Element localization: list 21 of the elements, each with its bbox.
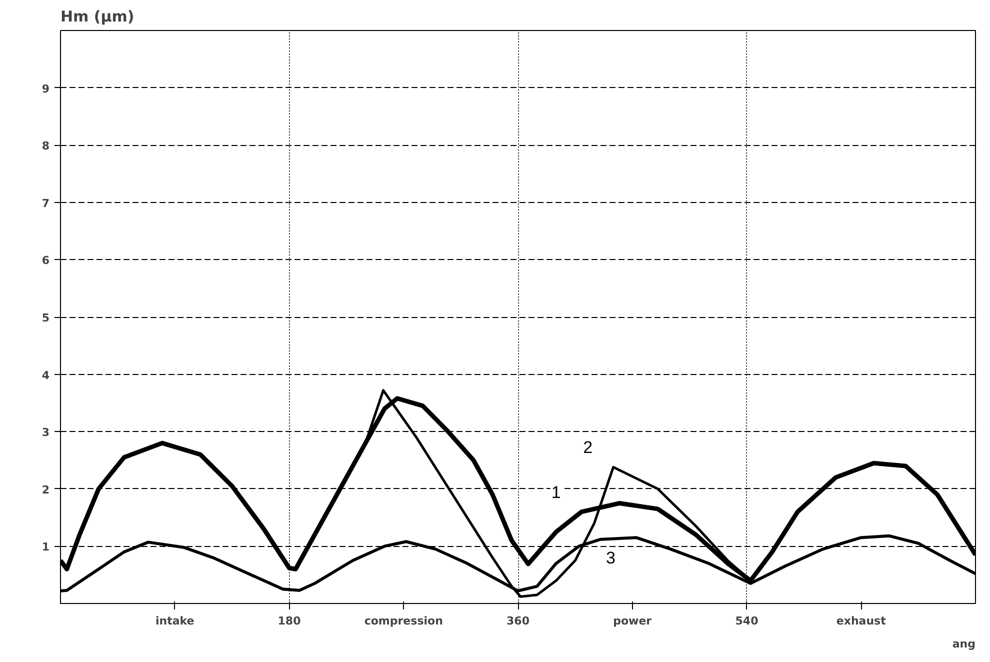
y-tick-label: 9 — [42, 82, 50, 96]
x-tick-label: power — [613, 614, 652, 628]
y-tick-label: 1 — [42, 540, 50, 554]
x-axis-title: ang — [952, 638, 976, 650]
series-label: 3 — [606, 548, 616, 568]
x-tick-label: 540 — [735, 614, 759, 628]
y-tick-label: 3 — [42, 426, 50, 440]
x-tick-label: 360 — [506, 614, 530, 628]
x-tick-label: exhaust — [836, 614, 886, 628]
y-tick-label: 2 — [42, 483, 50, 496]
x-tick-label: intake — [155, 614, 194, 628]
y-tick-label: 8 — [42, 140, 50, 153]
x-tick-label: compression — [364, 614, 443, 628]
y-tick-label: 6 — [42, 254, 50, 268]
y-tick-label: 4 — [42, 368, 50, 382]
series-label: 2 — [583, 438, 593, 458]
y-tick-label: 7 — [42, 196, 50, 210]
x-tick-label: 180 — [278, 614, 302, 628]
series-label: 1 — [551, 482, 561, 502]
y-tick-label: 5 — [42, 312, 50, 324]
y-axis-title: Hm (μm) — [60, 8, 134, 26]
